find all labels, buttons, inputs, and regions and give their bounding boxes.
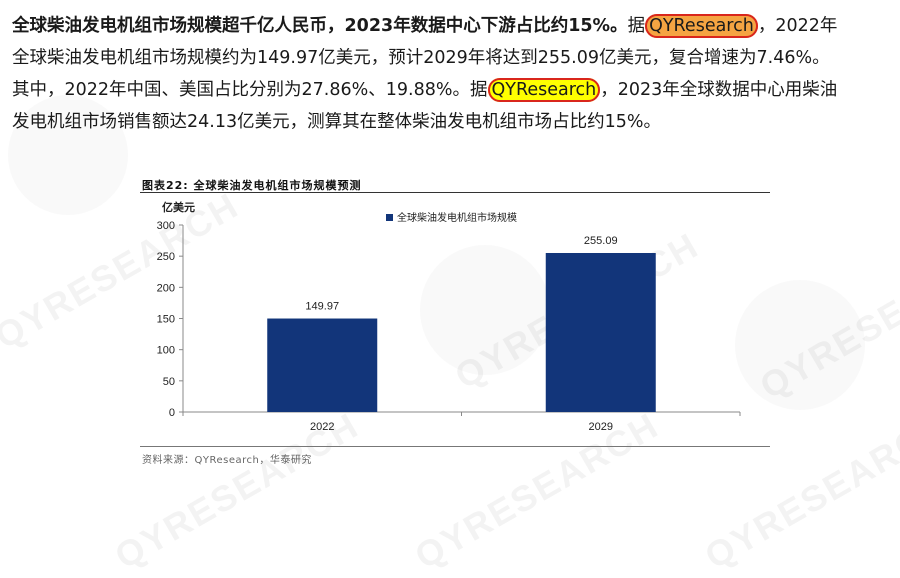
y-axis-label: 亿美元 bbox=[162, 200, 195, 214]
paragraph-line-1: 全球柴油发电机组市场规模超千亿人民币，2023年数据中心下游占比约15%。据 QY… bbox=[12, 10, 892, 42]
text-fragment: 据 bbox=[627, 16, 646, 36]
watermark-text: QYRESEARCH bbox=[752, 234, 900, 407]
figure-bottom-rule bbox=[140, 446, 770, 447]
y-tick-label: 50 bbox=[163, 376, 175, 388]
x-tick-label: 2022 bbox=[310, 421, 334, 433]
data-label: 255.09 bbox=[584, 235, 618, 247]
y-tick-label: 200 bbox=[157, 282, 175, 294]
paragraph-line-2: 全球柴油发电机组市场规模约为149.97亿美元，预计2029年将达到255.09… bbox=[12, 48, 830, 68]
highlight-qyresearch: QYResearch bbox=[645, 14, 758, 38]
bar-2022 bbox=[267, 318, 378, 412]
legend-label: 全球柴油发电机组市场规模 bbox=[397, 211, 517, 224]
text-fragment: ，2022年 bbox=[757, 16, 838, 36]
figure-source: 资料来源：QYResearch，华泰研究 bbox=[142, 455, 312, 466]
figure-top-rule bbox=[140, 192, 770, 193]
paragraph-line-3: 其中，2022年中国、美国占比分别为27.86%、19.88%。据 QYResea… bbox=[12, 74, 892, 106]
data-label: 149.97 bbox=[305, 301, 339, 313]
x-tick-label: 2029 bbox=[589, 421, 613, 433]
paragraph-line-4: 发电机组市场销售额达24.13亿美元，测算其在整体柴油发电机组市场占比约15%。 bbox=[12, 112, 661, 132]
highlight-qyresearch: QYResearch bbox=[487, 78, 601, 102]
y-tick-label: 150 bbox=[157, 314, 175, 326]
text-fragment: ，2023年全球数据中心用柴油 bbox=[600, 80, 838, 100]
legend-swatch bbox=[386, 214, 393, 221]
y-tick-label: 250 bbox=[157, 251, 175, 263]
body-paragraph: 全球柴油发电机组市场规模超千亿人民币，2023年数据中心下游占比约15%。据 QY… bbox=[12, 10, 892, 138]
text-fragment: 其中，2022年中国、美国占比分别为27.86%、19.88%。据 bbox=[12, 80, 488, 100]
lead-sentence: 全球柴油发电机组市场规模超千亿人民币，2023年数据中心下游占比约15%。 bbox=[12, 16, 628, 36]
bar-2029 bbox=[545, 252, 656, 412]
y-tick-label: 0 bbox=[169, 407, 175, 419]
y-tick-label: 100 bbox=[157, 345, 175, 357]
bar-chart: 亿美元 0 50 100 150 200 250 300 149.97 2022 255.09 202… bbox=[157, 200, 741, 433]
y-tick-label: 300 bbox=[157, 220, 175, 232]
figure-title: 图表22: 全球柴油发电机组市场规模预测 bbox=[142, 179, 362, 192]
